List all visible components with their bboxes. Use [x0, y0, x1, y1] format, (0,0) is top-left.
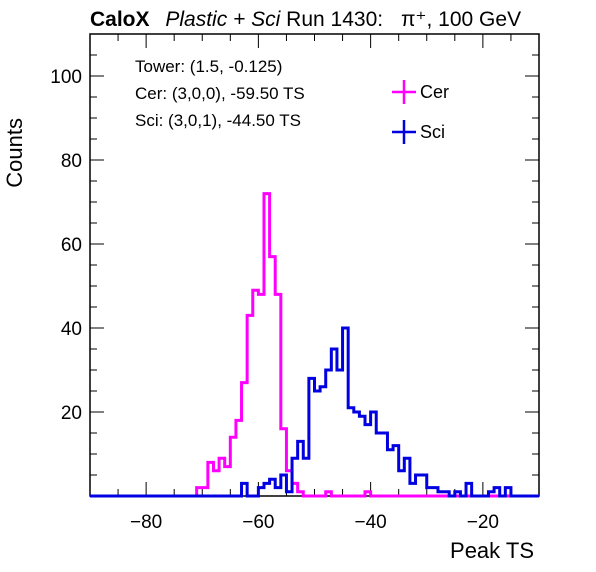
- y-tick-label: 80: [61, 151, 82, 172]
- legend-cer-label: Cer: [420, 82, 449, 102]
- x-tick-label: −20: [467, 512, 499, 533]
- annotation-sci: Sci: (3,0,1), -44.50 TS: [135, 111, 301, 130]
- x-axis-title: Peak TS: [450, 538, 534, 563]
- y-axis-title: Counts: [2, 118, 27, 188]
- y-tick-label: 20: [61, 403, 82, 424]
- x-tick-label: −80: [130, 512, 162, 533]
- header-particle: π⁺, 100 GeV: [401, 8, 521, 31]
- header-run: Run 1430:: [286, 8, 383, 31]
- series-layer: [90, 192, 539, 498]
- header-experiment: CaloX: [90, 8, 150, 31]
- header-config: Plastic + Sci: [165, 8, 281, 31]
- y-tick-label: 60: [61, 235, 82, 256]
- legend-sci-label: Sci: [420, 122, 445, 142]
- y-tick-label: 40: [61, 319, 82, 340]
- histogram-sci: [90, 326, 539, 498]
- legend: Cer Sci: [392, 80, 449, 144]
- x-tick-label: −60: [242, 512, 274, 533]
- chart-header: CaloX Plastic + Sci Run 1430: π⁺, 100 Ge…: [90, 8, 521, 31]
- annotation-tower: Tower: (1.5, -0.125): [135, 57, 282, 76]
- histogram-cer: [90, 192, 539, 498]
- y-tick-label: 100: [50, 67, 82, 88]
- plot-frame: [89, 33, 540, 497]
- x-tick-label: −40: [355, 512, 387, 533]
- annotation-cer: Cer: (3,0,0), -59.50 TS: [135, 84, 305, 103]
